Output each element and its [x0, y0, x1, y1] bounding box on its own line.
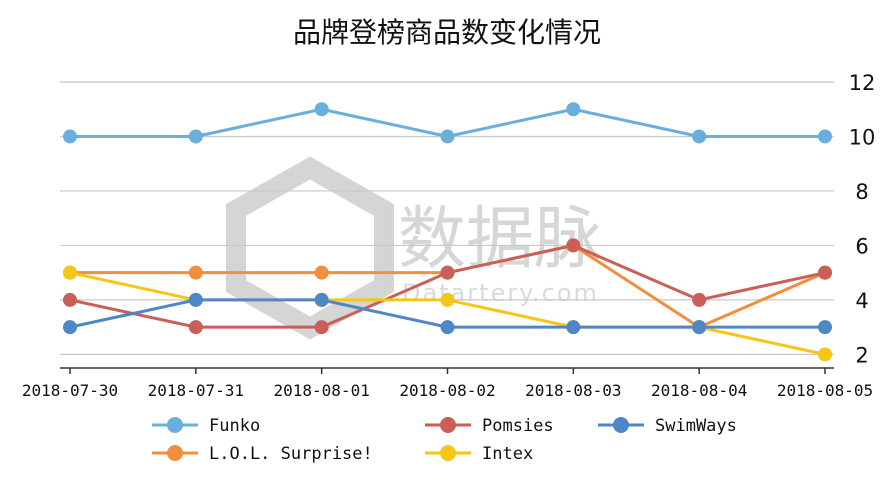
data-point: [188, 265, 203, 280]
legend-swatch-marker: [167, 445, 183, 461]
data-point: [188, 320, 203, 335]
series-pomsies: [63, 238, 832, 335]
legend-label: Pomsies: [482, 416, 554, 436]
data-point: [818, 265, 832, 280]
x-tick-label: 2018-08-01: [274, 381, 370, 400]
legend-label: SwimWays: [655, 416, 737, 436]
legend-item: L.O.L. Surprise!: [152, 444, 373, 464]
series-funko: [63, 102, 832, 144]
legend-label: Funko: [209, 416, 260, 436]
data-point: [692, 292, 707, 307]
data-point: [63, 292, 77, 307]
y-tick-label: 2: [855, 343, 868, 367]
watermark-brand: 数据脉: [398, 200, 602, 279]
legend-item: SwimWays: [598, 416, 737, 436]
legend-item: Pomsies: [425, 416, 554, 436]
data-point: [314, 265, 329, 280]
legend-swatch-marker: [613, 417, 629, 433]
data-point: [314, 320, 329, 335]
data-point: [63, 129, 77, 144]
data-point: [818, 347, 832, 362]
chart-title: 品牌登榜商品数变化情况: [293, 16, 601, 49]
data-point: [188, 292, 203, 307]
data-point: [692, 320, 707, 335]
series-layer: [63, 102, 832, 362]
legend-item: Funko: [152, 416, 260, 436]
y-tick-label: 6: [855, 234, 868, 258]
data-point: [440, 129, 455, 144]
legend-swatch-marker: [440, 445, 456, 461]
data-point: [818, 320, 832, 335]
x-axis: 2018-07-30 2018-07-31 2018-08-01 2018-08-02…: [22, 367, 873, 400]
legend-swatch-marker: [440, 417, 456, 433]
data-point: [440, 292, 455, 307]
data-point: [314, 102, 329, 117]
data-point: [818, 129, 832, 144]
x-tick-label: 2018-07-31: [148, 381, 244, 400]
legend-item: Intex: [425, 444, 533, 464]
y-axis: 2 4 6 8 10 12: [849, 71, 876, 367]
x-tick-label: 2018-07-30: [22, 381, 118, 400]
data-point: [63, 265, 77, 280]
data-point: [566, 102, 581, 117]
watermark-url: Datartery.com: [402, 279, 599, 307]
x-tick-label: 2018-08-03: [525, 381, 621, 400]
y-tick-label: 10: [849, 125, 876, 149]
data-point: [440, 320, 455, 335]
legend-label: Intex: [482, 444, 533, 464]
legend-swatch-marker: [167, 417, 183, 433]
data-point: [440, 265, 455, 280]
watermark: 数据脉 Datartery.com: [226, 156, 602, 340]
data-point: [314, 292, 329, 307]
data-point: [188, 129, 203, 144]
data-point: [63, 320, 77, 335]
legend: Funko L.O.L. Surprise! Pomsies Intex SwimWay…: [152, 416, 737, 464]
watermark-logo-icon: [226, 156, 394, 340]
x-tick-label: 2018-08-02: [399, 381, 495, 400]
legend-label: L.O.L. Surprise!: [209, 444, 373, 464]
data-point: [566, 320, 581, 335]
y-tick-label: 12: [849, 71, 876, 95]
y-tick-label: 4: [855, 289, 868, 313]
x-tick-label: 2018-08-05: [777, 381, 873, 400]
y-tick-label: 8: [855, 180, 868, 204]
x-tick-label: 2018-08-04: [651, 381, 747, 400]
series-swimways: [63, 292, 832, 335]
data-point: [566, 238, 581, 253]
data-point: [692, 129, 707, 144]
